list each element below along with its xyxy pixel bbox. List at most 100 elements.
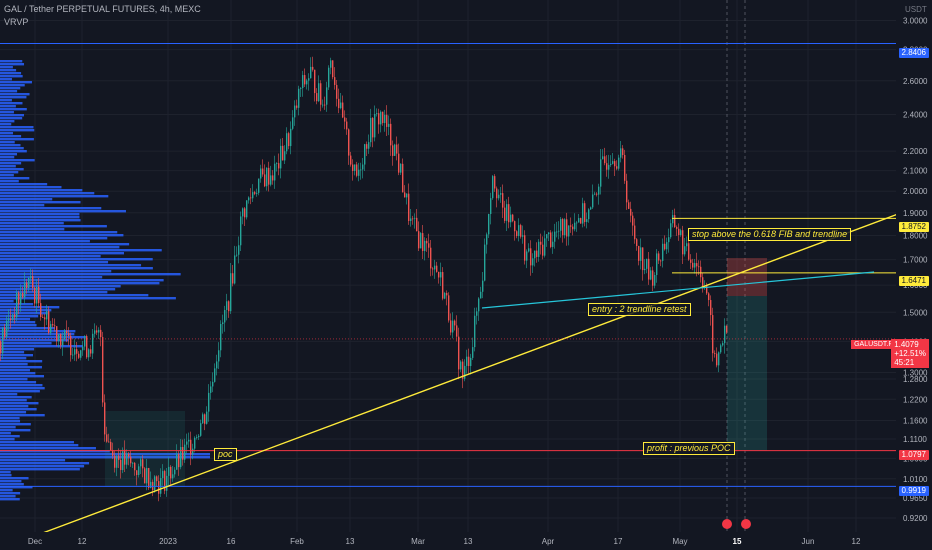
candle-body [458,336,460,370]
candle-body [480,291,482,299]
volume-profile-bar [0,297,176,300]
candle-body [428,243,430,248]
level-label-1-6471: 1.6471 [898,276,929,286]
candle-body [582,203,584,224]
volume-profile-bar [0,84,25,87]
volume-profile-bar [0,474,12,477]
price-tick-label: 1.8000 [903,232,928,241]
candle-body [172,474,174,479]
volume-profile-bar [0,204,45,207]
time-tick-label: 12 [78,537,87,546]
candle-body [2,327,4,354]
price-tick-label: 2.0000 [903,187,928,196]
volume-profile-bar [0,213,80,216]
candle-body [288,133,290,147]
price-tick-label: 2.1000 [903,167,928,176]
candle-body [174,469,176,475]
level-label-2-8406: 2.8406 [898,48,929,58]
candle-body [148,468,150,489]
volume-profile-bar [0,243,130,246]
candle-body [82,346,84,351]
candle-body [518,225,520,237]
candle-body [294,105,296,118]
candle-body [128,453,130,457]
candle-body [272,175,274,181]
volume-profile-bar [0,108,27,111]
volume-profile-bar [0,330,76,333]
candle-body [718,352,720,366]
candle-body [698,266,700,268]
stop-annotation[interactable]: stop above the 0.618 FIB and trendline [688,228,852,241]
bar-countdown: 45:21 [894,358,915,367]
candle-body [64,330,66,340]
symbol-title[interactable]: GAL / Tether PERPETUAL FUTURES, 4h, MEXC [4,4,201,14]
candle-body [674,215,676,228]
candle-body [528,248,530,252]
volume-profile-bar [0,210,126,213]
candle-body [486,234,488,245]
price-change: +12.51% [894,349,926,358]
chart-legend: GAL / Tether PERPETUAL FUTURES, 4h, MEXC… [4,3,201,29]
entry-annotation[interactable]: entry : 2 trendline retest [588,303,691,316]
volume-profile-bar [0,417,20,420]
volume-profile-bar [0,255,101,258]
candle-body [70,335,72,356]
candle-body [586,219,588,222]
volume-profile-bar [0,399,27,402]
poc-annotation[interactable]: poc [214,448,237,461]
candle-body [670,223,672,238]
indicator-label[interactable]: VRVP [4,17,29,27]
candle-body [638,246,640,261]
candle-body [206,411,208,424]
profit-annotation[interactable]: profit : previous POC [643,442,735,455]
volume-profile-bar [0,456,210,459]
candle-body [332,60,334,78]
candle-body [558,230,560,232]
volume-profile-bar [0,273,181,276]
candle-body [424,240,426,252]
time-tick-label: Dec [28,537,42,546]
candle-body [366,144,368,149]
candle-body [12,314,14,320]
candle-body [676,227,678,229]
candle-body [166,475,168,491]
volume-profile-bar [0,195,109,198]
candle-body [644,268,646,271]
candle-body [628,202,630,209]
candle-body [588,209,590,220]
candle-body [578,218,580,223]
volume-profile-bar [0,459,66,462]
candle-body [612,161,614,164]
candle-body [584,203,586,222]
candle-body [702,277,704,288]
volume-profile-bar [0,228,65,231]
candle-body [26,282,28,289]
candle-body [334,77,336,85]
candle-body [510,214,512,223]
price-tick-label: 1.5000 [903,308,928,317]
volume-profile-bar [0,123,12,126]
candle-body [56,326,58,342]
candle-body [80,350,82,358]
price-tick-label: 2.6000 [903,77,928,86]
candle-body [242,208,244,217]
candle-body [376,113,378,115]
candle-body [88,349,90,358]
time-tick-label: May [672,537,687,546]
candle-body [496,188,498,199]
price-tick-label: 1.0100 [903,475,928,484]
candle-body [396,144,398,154]
candle-body [200,423,202,436]
volume-profile-bar [0,390,40,393]
volume-profile-bar [0,240,90,243]
volume-profile-bar [0,339,69,342]
volume-profile-bar [0,189,83,192]
volume-profile-bar [0,375,45,378]
candle-body [468,356,470,367]
candle-body [318,83,320,102]
candle-body [236,254,238,256]
candle-body [576,222,578,224]
volume-profile-bar [0,414,45,417]
candle-body [92,333,94,354]
